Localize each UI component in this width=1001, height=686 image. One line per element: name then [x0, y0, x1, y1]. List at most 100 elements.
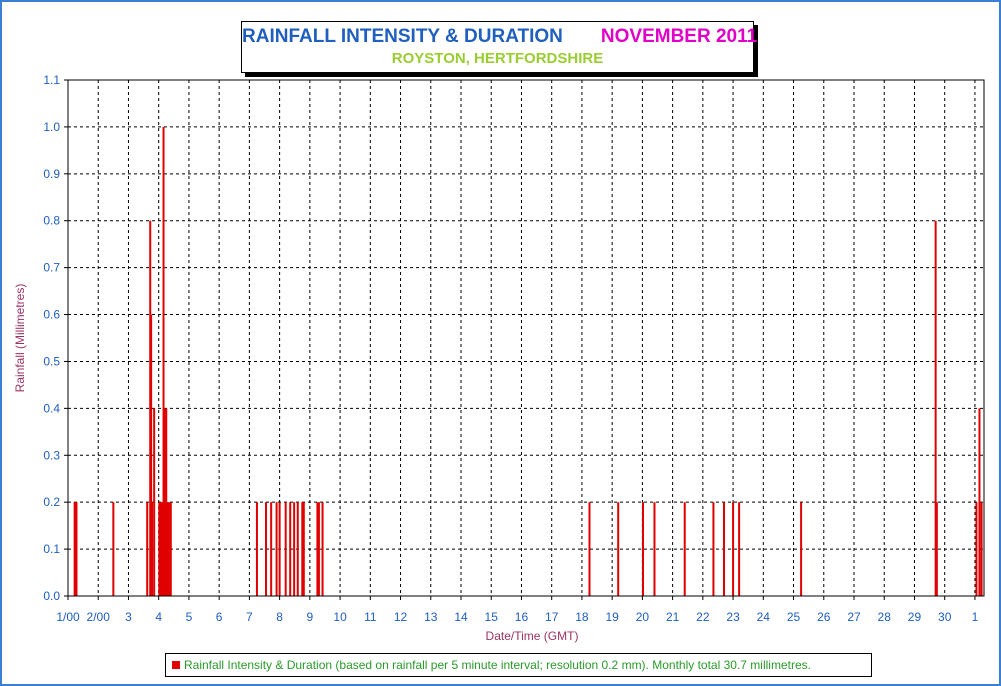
- chart-subtitle: ROYSTON, HERTFORDSHIRE: [391, 50, 604, 67]
- y-tick-label: 0.6: [43, 308, 60, 322]
- x-axis-title: Date/Time (GMT): [486, 629, 579, 643]
- rainfall-bar: [302, 502, 305, 596]
- rainfall-bar: [159, 502, 162, 596]
- rainfall-bar: [317, 502, 320, 596]
- x-tick-label: 29: [908, 610, 922, 624]
- rainfall-bar: [75, 502, 78, 596]
- rainfall-bar: [150, 314, 153, 596]
- rainfall-bar: [278, 502, 281, 596]
- rainfall-bar: [293, 502, 296, 596]
- x-tick-label: 17: [545, 610, 559, 624]
- rainfall-bar: [289, 502, 292, 596]
- rainfall-bar: [588, 502, 591, 596]
- y-tick-label: 1.0: [43, 120, 60, 134]
- x-tick-label: 19: [605, 610, 619, 624]
- x-tick-label: 7: [246, 610, 253, 624]
- x-tick-label: 4: [155, 610, 162, 624]
- x-tick-label: 18: [575, 610, 589, 624]
- x-tick-label: 5: [186, 610, 193, 624]
- axes: [64, 79, 985, 600]
- x-tick-label: 9: [307, 610, 314, 624]
- rainfall-bar: [284, 502, 287, 596]
- x-tick-label: 13: [424, 610, 438, 624]
- chart-title-box: RAINFALL INTENSITY & DURATION NOVEMBER 20…: [241, 21, 757, 73]
- rainfall-bar: [112, 502, 115, 596]
- rainfall-bar: [653, 502, 656, 596]
- rainfall-bar: [146, 502, 149, 596]
- rainfall-bar: [617, 502, 620, 596]
- x-tick-label: 22: [696, 610, 710, 624]
- title-month: NOVEMBER 2011: [600, 26, 758, 47]
- x-tick-label: 26: [817, 610, 831, 624]
- rainfall-bar: [980, 502, 983, 596]
- rainfall-bar: [151, 502, 154, 596]
- rainfall-bar: [270, 502, 273, 596]
- rainfall-bar: [316, 502, 319, 596]
- rainfall-bar: [978, 408, 981, 596]
- x-tick-label: 2/00: [87, 610, 111, 624]
- y-tick-label: 0.1: [43, 542, 60, 556]
- x-tick-label: 10: [333, 610, 347, 624]
- rainfall-bar: [800, 502, 803, 596]
- y-tick-label: 1.1: [43, 73, 60, 87]
- x-tick-label: 24: [757, 610, 771, 624]
- y-tick-label: 0.5: [43, 354, 60, 368]
- x-tick-label: 12: [394, 610, 408, 624]
- gridlines: [68, 79, 984, 596]
- rainfall-bar: [166, 502, 169, 596]
- rainfall-bar: [975, 502, 978, 596]
- x-tick-label: 28: [878, 610, 892, 624]
- y-tick-label: 0.0: [43, 589, 60, 603]
- legend-swatch: [172, 661, 180, 669]
- rainfall-bar: [934, 220, 937, 596]
- rainfall-bar: [738, 502, 741, 596]
- rainfall-bar: [683, 502, 686, 596]
- rainfall-bar: [935, 502, 938, 596]
- title-main: RAINFALL INTENSITY & DURATION: [242, 26, 563, 47]
- legend: Rainfall Intensity & Duration (based on …: [165, 653, 872, 677]
- rainfall-bar: [732, 502, 735, 596]
- y-tick-label: 0.9: [43, 167, 60, 181]
- x-tick-label: 11: [364, 610, 377, 624]
- rainfall-bar: [641, 502, 644, 596]
- y-tick-label: 0.3: [43, 448, 60, 462]
- rainfall-bar: [301, 502, 304, 596]
- x-tick-label: 25: [787, 610, 801, 624]
- rainfall-bars: [73, 126, 983, 596]
- rainfall-bar: [296, 502, 299, 596]
- y-axis-title: Rainfall (Millimetres): [13, 284, 27, 393]
- rainfall-bar: [153, 408, 156, 596]
- x-tick-label: 8: [276, 610, 283, 624]
- x-tick-label: 27: [847, 610, 861, 624]
- chart-title: RAINFALL INTENSITY & DURATION NOVEMBER 20…: [242, 26, 757, 48]
- x-tick-label: 16: [515, 610, 529, 624]
- y-tick-labels: 0.0 0.1 0.2 0.3 0.4 0.5 0.6 0.7 0.8 0.9 1.0 1.1: [43, 73, 60, 603]
- x-tick-label: 21: [666, 610, 680, 624]
- x-tick-label: 20: [636, 610, 650, 624]
- rainfall-bar: [275, 502, 278, 596]
- rainfall-bar: [321, 502, 324, 596]
- y-tick-label: 0.4: [43, 401, 60, 415]
- y-tick-label: 0.2: [43, 495, 60, 509]
- rainfall-bar: [712, 502, 715, 596]
- x-tick-label: 6: [216, 610, 223, 624]
- x-tick-label: 23: [726, 610, 740, 624]
- x-tick-labels: 1/00 2/00 3 4 5 6 7 8 9 10 11 12 13 14 15 16 17 18 19 20 21 2…: [56, 610, 978, 624]
- legend-label: Rainfall Intensity & Duration (based on …: [184, 658, 811, 672]
- x-tick-label: 1/00: [56, 610, 80, 624]
- rainfall-bar: [158, 502, 161, 596]
- rainfall-bar: [167, 502, 170, 596]
- x-tick-label: 3: [125, 610, 132, 624]
- x-tick-label: 30: [938, 610, 952, 624]
- rainfall-bar: [723, 502, 726, 596]
- rainfall-bar: [168, 502, 171, 596]
- rainfall-bar: [255, 502, 258, 596]
- x-tick-label: 14: [454, 610, 468, 624]
- rainfall-bar: [169, 502, 172, 596]
- x-tick-label: 1: [972, 610, 979, 624]
- plot-area-border: [67, 79, 985, 597]
- x-tick-label: 15: [485, 610, 499, 624]
- y-tick-label: 0.7: [43, 261, 60, 275]
